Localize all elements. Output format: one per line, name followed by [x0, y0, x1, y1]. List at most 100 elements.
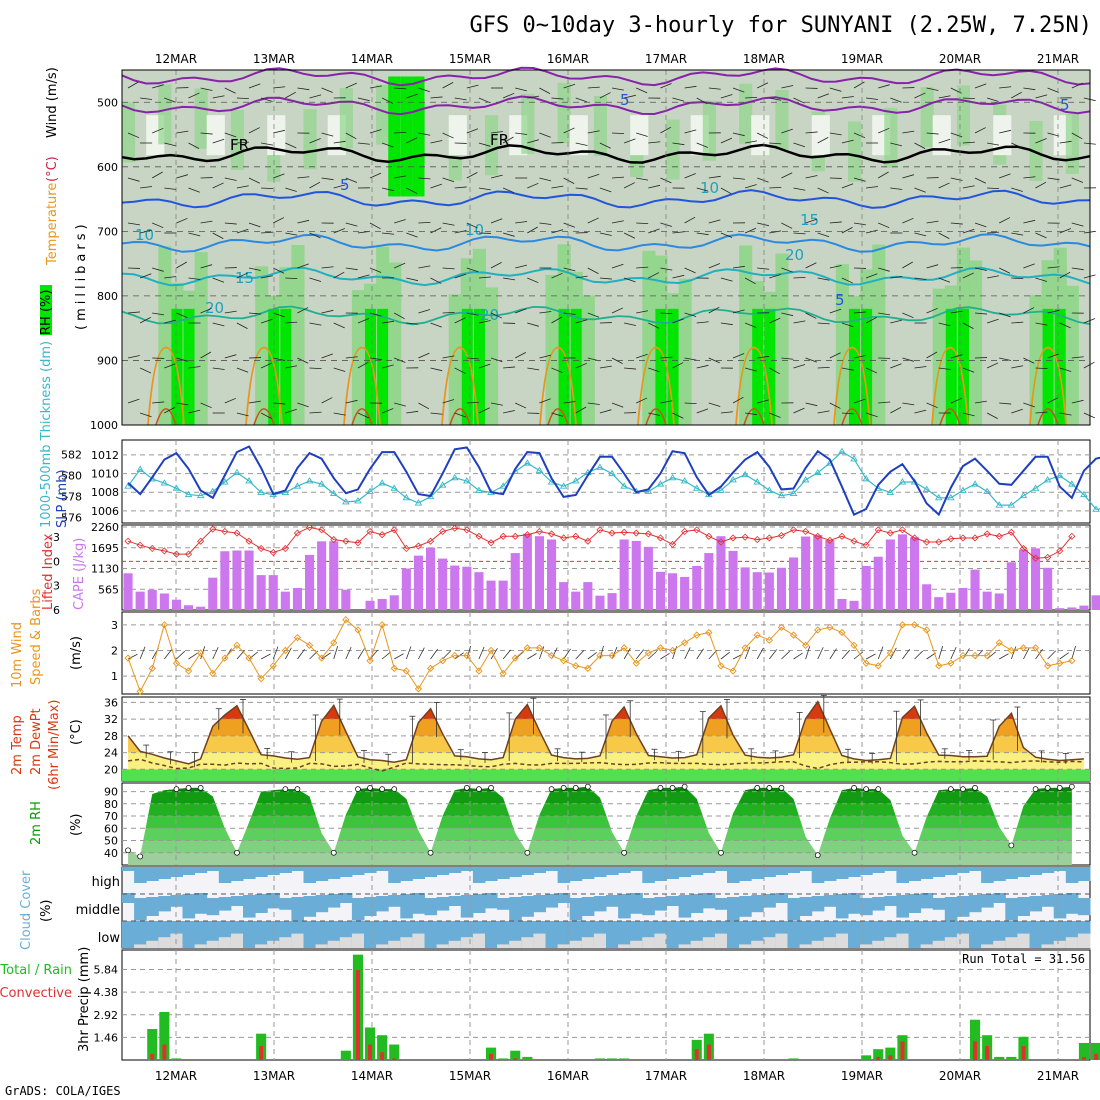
wind-barb — [902, 130, 915, 134]
cloud-low-cell — [920, 921, 934, 948]
wind-barb — [853, 398, 866, 404]
wind-barb — [1071, 267, 1084, 271]
wind-barb — [1035, 411, 1048, 414]
wind-barb — [708, 263, 721, 269]
wind-barb — [624, 94, 636, 99]
wind-barb — [732, 132, 745, 137]
wind-barb — [720, 277, 733, 282]
wind-barb — [563, 267, 576, 272]
cloud-high-cell — [896, 867, 909, 883]
wind-barb — [127, 311, 140, 314]
rh-mid-column — [351, 290, 365, 425]
wind-barb — [563, 127, 575, 134]
cloud-middle-cell — [799, 897, 813, 916]
rh-marker — [524, 849, 531, 856]
wind-barb — [152, 401, 165, 404]
rh-mid-column — [158, 246, 172, 425]
bottom-date-axis: 12MAR 13MAR 14MAR 15MAR 16MAR 17MAR 18MAR 19MAR… — [155, 1069, 1079, 1083]
cloud-high-cell — [981, 867, 994, 883]
wind-barb — [890, 187, 903, 190]
wind-barb — [1059, 367, 1072, 372]
rh-tick-label: 90 — [104, 786, 118, 799]
li-marker — [547, 530, 556, 538]
wind-barb — [757, 399, 769, 404]
wind10m-barb — [381, 651, 391, 660]
wind-barb — [515, 132, 528, 135]
wind-barb — [527, 277, 539, 284]
wind-barb — [309, 232, 321, 239]
cloud-high-cell — [146, 867, 159, 881]
wind-barb — [212, 182, 224, 189]
wind-barb — [817, 277, 830, 281]
cloud-low-clear — [690, 940, 704, 948]
wind10m-marker — [136, 687, 144, 696]
precip-total-bar — [510, 1050, 521, 1060]
wind10m-barb — [805, 646, 811, 660]
precip-convective-bar — [355, 970, 360, 1060]
wind-barb — [672, 97, 685, 102]
li-marker — [935, 538, 943, 546]
wind-barb — [1023, 263, 1035, 269]
wind-barb — [805, 357, 818, 363]
cloud-low-clear — [896, 933, 909, 948]
wind-barb — [986, 318, 999, 324]
wind10m-marker — [535, 644, 544, 652]
wind-barb — [841, 322, 854, 328]
cloud-high-cell — [848, 867, 861, 877]
isotherm-warm — [343, 346, 381, 426]
wind-barb — [285, 187, 297, 192]
cape-bar — [922, 584, 932, 610]
top-date-label: 13MAR — [253, 52, 295, 66]
wind-barb — [236, 322, 248, 329]
isotherm-hot — [253, 408, 275, 426]
cloud-low-clear — [509, 940, 522, 948]
wind-barb — [466, 128, 479, 134]
wind-barb — [297, 307, 309, 314]
cloud-low-cell — [981, 921, 994, 948]
cape-bar — [607, 593, 617, 610]
wind-barb — [248, 400, 261, 404]
rh-dry-patch — [448, 115, 467, 156]
cloud-middle-cell — [932, 898, 946, 910]
lifted-index-line — [127, 526, 1073, 559]
cloud-fill — [122, 867, 1091, 948]
wind-barb — [382, 232, 395, 235]
rh-marker — [851, 785, 857, 791]
thickness-tick-label: 576 — [61, 512, 82, 525]
thickness-marker — [438, 481, 447, 488]
wind-barb — [974, 127, 986, 134]
wind10m-barb — [248, 651, 258, 660]
wind-barb — [127, 222, 140, 226]
cloud-middle-cell — [364, 897, 377, 916]
wind-barb — [503, 410, 515, 414]
wind10m-marker — [874, 662, 882, 670]
wind-barb — [261, 142, 273, 146]
wind-barb — [502, 187, 515, 194]
wind-barb — [454, 412, 467, 418]
wind10m-barb — [914, 650, 924, 660]
wind-barb — [890, 363, 902, 369]
thickness-marker — [741, 470, 749, 478]
wind-barb — [708, 175, 721, 179]
wind10m-barb — [744, 646, 751, 660]
wind-barb — [914, 92, 926, 99]
wind-barb — [769, 230, 782, 234]
wind-barb — [357, 361, 369, 369]
cloud-low-clear — [376, 944, 389, 948]
wind-barb — [732, 177, 745, 180]
rh-marker — [234, 849, 240, 856]
wind-barb — [1071, 356, 1084, 359]
cloud-middle-cell — [835, 894, 849, 919]
precip-total-bar — [970, 1019, 981, 1060]
wind10m-barb — [563, 648, 571, 660]
cape-bar — [305, 554, 315, 610]
wind-barb — [188, 142, 200, 149]
rh-upper-patch — [775, 89, 789, 150]
wind10m-barb — [539, 646, 545, 660]
wind10m-barb — [841, 649, 851, 660]
isotherm-warm — [931, 346, 969, 426]
rh-marker — [391, 786, 398, 792]
wind-barb — [224, 354, 237, 359]
cape-bar — [462, 566, 472, 610]
lifted-index-label: Lifted Index — [41, 533, 56, 610]
